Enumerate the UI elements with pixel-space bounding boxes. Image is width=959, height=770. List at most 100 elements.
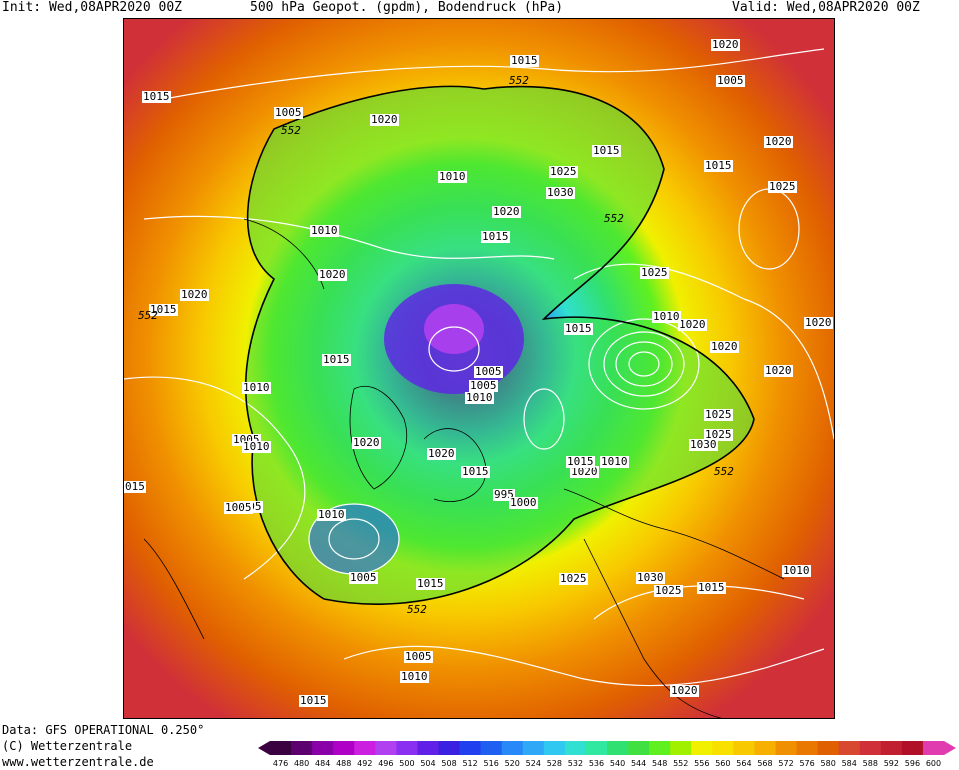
scale-tick-label: 572	[778, 759, 793, 767]
scale-tick-label: 576	[799, 759, 814, 767]
copyright-text: (C) Wetterzentrale	[2, 739, 133, 753]
isobar-label: 1020	[764, 364, 793, 377]
isobar-label: 1005	[404, 650, 433, 663]
isobar-label: 995	[493, 488, 515, 501]
isobar-label: 1015	[704, 159, 733, 172]
isobar-label: 1010	[438, 170, 467, 183]
scale-tick-label: 548	[652, 759, 667, 767]
height-contour-label: 552	[281, 124, 301, 137]
isobar-label: 1015	[299, 694, 328, 707]
isobar-label: 1025	[654, 584, 683, 597]
isobar-label: 1020	[678, 318, 707, 331]
scale-tick-label: 496	[378, 759, 393, 767]
isobar-label: 1020	[710, 340, 739, 353]
scale-tick-label: 536	[589, 759, 604, 767]
scale-tick-label: 484	[315, 759, 330, 767]
scale-tick-label: 540	[610, 759, 625, 767]
isobar-label: 1015	[322, 353, 351, 366]
scale-swatch	[649, 741, 671, 755]
scale-tick-label: 476	[273, 759, 288, 767]
scale-swatch	[817, 741, 840, 755]
isobar-label: 1005	[274, 106, 303, 119]
scale-swatch	[564, 741, 587, 755]
isobar-label: 1020	[804, 316, 833, 329]
height-contour-552	[244, 85, 755, 606]
isobar-label: 1025	[704, 428, 733, 441]
scale-tick-label: 564	[736, 759, 751, 767]
scale-swatch	[880, 741, 903, 755]
isobar-label: 1005	[469, 379, 498, 392]
isobar-label: 1020	[764, 135, 793, 148]
isobar-label: 1015	[481, 230, 510, 243]
isobar-label: 1000	[509, 496, 538, 509]
isobar-label: 1015	[697, 581, 726, 594]
scale-swatch	[859, 741, 882, 755]
isobar-label: 1025	[559, 572, 588, 585]
height-contour-label: 552	[509, 74, 529, 87]
isobar-label: 1005	[474, 365, 503, 378]
scale-tick-label: 492	[357, 759, 372, 767]
scale-swatch	[754, 741, 776, 755]
isobar-label: 1025	[549, 165, 578, 178]
scale-swatch	[438, 741, 461, 755]
isobar-label: 1015	[416, 577, 445, 590]
scale-tick-label: 512	[462, 759, 477, 767]
scale-max-arrow	[944, 741, 956, 755]
isobar-label: 1020	[352, 436, 381, 449]
scale-tick-label: 532	[568, 759, 583, 767]
isobar-label: 1010	[242, 381, 271, 394]
isobar-label: 015	[124, 480, 146, 493]
scale-swatch	[691, 741, 713, 755]
isobar-label: 1025	[768, 180, 797, 193]
isobar-label: 1010	[400, 670, 429, 683]
scale-swatch	[585, 741, 608, 755]
scale-tick-label: 528	[547, 759, 562, 767]
scale-swatch	[417, 741, 439, 755]
isobar-label: 1030	[546, 186, 575, 199]
isobar-label: 1015	[566, 455, 595, 468]
scale-min-arrow	[258, 741, 270, 755]
isobar-label: 1010	[242, 440, 271, 453]
color-scale: 476 480 484 488 492 496 500 504 508 512 516 520 524 5…	[258, 741, 956, 767]
isobar-label: 1015	[592, 144, 621, 157]
height-contour-label: 552	[407, 603, 427, 616]
scale-swatch	[354, 741, 376, 755]
isobar-label: 1005	[349, 571, 378, 584]
valid-time: Valid: Wed,08APR2020 00Z	[732, 0, 920, 15]
scale-tick-label: 552	[673, 759, 688, 767]
isobar-label: 1020	[711, 38, 740, 51]
scale-swatch	[291, 741, 313, 755]
height-contour-label: 552	[604, 212, 624, 225]
scale-swatch	[543, 741, 566, 755]
isobar-label: 1020	[318, 268, 347, 281]
scale-swatch	[480, 741, 503, 755]
scale-swatch	[796, 741, 819, 755]
scale-tick-label: 568	[757, 759, 772, 767]
isobar-label: 1005	[224, 501, 253, 514]
isobar-label: 1015	[142, 90, 171, 103]
scale-tick-label: 500	[399, 759, 414, 767]
height-contour-label: 552	[714, 465, 734, 478]
scale-tick-label: 524	[526, 759, 541, 767]
isobar-label: 1020	[570, 465, 599, 478]
isobar-label: 1010	[600, 455, 629, 468]
scale-swatch	[375, 741, 397, 755]
website-url: www.wetterzentrale.de	[2, 755, 154, 769]
scale-tick-label: 544	[631, 759, 646, 767]
scale-swatch	[459, 741, 482, 755]
isobar-label: 1005	[716, 74, 745, 87]
scale-swatch	[628, 741, 650, 755]
height-contour-label: 552	[138, 309, 158, 322]
scale-tick-label: 504	[420, 759, 435, 767]
scale-swatch	[501, 741, 524, 755]
isobar-label: 1020	[370, 113, 399, 126]
scale-tick-label: 560	[715, 759, 730, 767]
scale-tick-label: 596	[905, 759, 920, 767]
scale-tick-label: 520	[505, 759, 520, 767]
isobar-label: 1030	[636, 571, 665, 584]
scale-swatch	[838, 741, 861, 755]
isobar-label: 1015	[564, 322, 593, 335]
header-bar: Init: Wed,08APR2020 00Z 500 hPa Geopot. …	[0, 0, 959, 18]
map-title: 500 hPa Geopot. (gpdm), Bodendruck (hPa)	[250, 0, 564, 15]
scale-tick-label: 488	[336, 759, 351, 767]
